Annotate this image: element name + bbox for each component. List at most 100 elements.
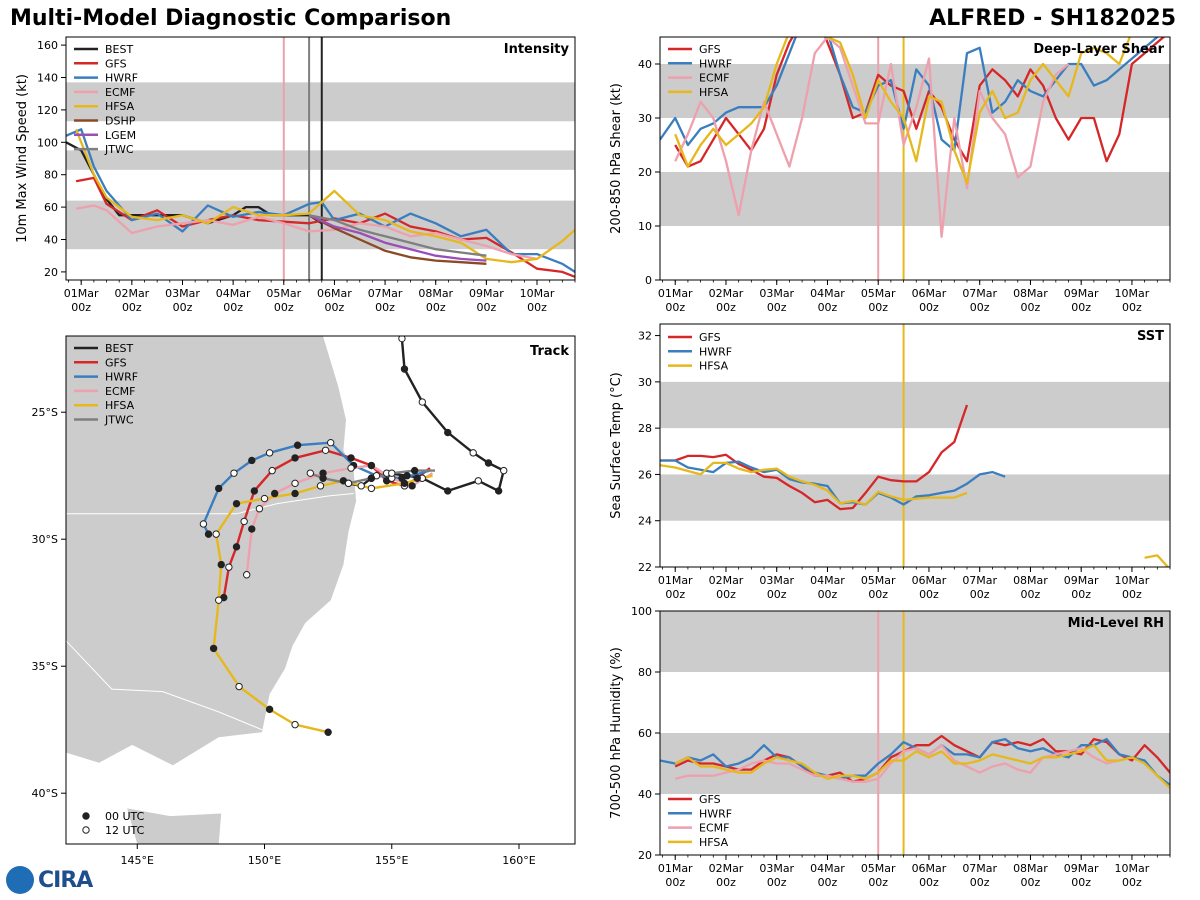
x-tick-label: 155°E xyxy=(375,854,408,867)
y-tick-label: 20 xyxy=(638,166,652,179)
track-point xyxy=(367,474,376,482)
track-point xyxy=(398,336,406,343)
legend-label: HFSA xyxy=(105,399,135,412)
y-tick-label: 40°S xyxy=(32,787,58,800)
legend-label: HFSA xyxy=(699,360,729,373)
x-tick-label-date: 09Mar xyxy=(1064,287,1099,300)
legend-label: GFS xyxy=(699,43,721,56)
track-point xyxy=(232,499,241,508)
legend-label: HWRF xyxy=(699,807,732,820)
legend-label: HWRF xyxy=(105,72,138,85)
shaded-band xyxy=(660,172,1170,226)
legend-label: JTWC xyxy=(104,414,134,427)
y-tick-label: 40 xyxy=(638,788,652,801)
x-tick-label-hour: 00z xyxy=(173,301,193,314)
series-line-hfsa xyxy=(674,37,1132,184)
noaa-logo-icon xyxy=(6,866,34,894)
track-point xyxy=(306,469,315,477)
y-tick-label: 32 xyxy=(638,330,652,343)
track-point xyxy=(291,454,299,462)
x-tick-label-date: 06Mar xyxy=(912,287,947,300)
x-tick-label-hour: 00z xyxy=(767,876,787,889)
x-tick-label-hour: 00z xyxy=(1122,588,1142,601)
track-point xyxy=(344,479,353,488)
y-axis-label: Sea Surface Temp (°C) xyxy=(609,372,624,519)
x-tick-label-date: 09Mar xyxy=(469,287,504,300)
track-point xyxy=(265,449,274,457)
x-tick-label-date: 06Mar xyxy=(912,574,947,587)
track-point xyxy=(293,441,302,449)
legend-label: JTWC xyxy=(104,143,134,156)
track-point xyxy=(240,517,248,526)
track-point xyxy=(347,464,355,472)
y-tick-label: 0 xyxy=(645,274,652,287)
x-tick-label-date: 01Mar xyxy=(658,574,693,587)
panel-shear: 01Mar00z02Mar00z03Mar00z04Mar00z05Mar00z… xyxy=(609,36,1171,314)
legend-label: ECMF xyxy=(105,86,135,99)
x-tick-label-hour: 00z xyxy=(1122,301,1142,314)
plot-area xyxy=(66,37,575,280)
track-point xyxy=(326,438,335,447)
track-point xyxy=(388,469,396,477)
x-tick-label-date: 02Mar xyxy=(114,287,149,300)
x-tick-label-date: 02Mar xyxy=(709,574,744,587)
x-tick-label-hour: 00z xyxy=(122,301,142,314)
x-tick-label-hour: 00z xyxy=(665,876,685,889)
series-line-hfsa xyxy=(660,461,968,506)
panel-track: 145°E 150°E 155°E 160°E 25°S 30°S 35°S 40°S Trac… xyxy=(32,335,576,867)
x-tick-label-hour: 00z xyxy=(868,876,888,889)
x-tick-label-date: 08Mar xyxy=(1013,862,1048,875)
x-tick-label-date: 05Mar xyxy=(861,862,896,875)
series-line-gfs xyxy=(674,37,1166,168)
x-tick-label-date: 07Mar xyxy=(962,287,997,300)
plot-frame xyxy=(659,36,1171,281)
legend-label: HFSA xyxy=(699,86,729,99)
y-axis-label: 10m Max Wind Speed (kt) xyxy=(15,74,30,243)
storm-id: ALFRED - SH182025 xyxy=(929,6,1176,31)
track-point xyxy=(232,543,241,551)
track-point xyxy=(291,479,299,488)
track-point xyxy=(270,489,279,498)
series-line-ecmf xyxy=(674,744,1133,783)
x-tick-label-date: 10Mar xyxy=(520,287,555,300)
panel-title: SST xyxy=(1137,329,1164,344)
panel-title: Track xyxy=(530,344,569,359)
y-axis-label: 700-500 hPa Humidity (%) xyxy=(609,647,624,819)
track-point xyxy=(199,520,208,528)
track-point xyxy=(494,487,503,495)
track-point xyxy=(255,505,264,513)
x-tick-label-hour: 00z xyxy=(375,301,395,314)
x-tick-label-hour: 00z xyxy=(970,301,990,314)
x-tick-label-hour: 00z xyxy=(1021,301,1041,314)
y-tick-label: 26 xyxy=(638,468,652,481)
plot-frame xyxy=(659,323,1171,568)
y-tick-label: 30 xyxy=(638,376,652,389)
x-tick-label-hour: 00z xyxy=(1021,588,1041,601)
x-tick-label-hour: 00z xyxy=(1122,876,1142,889)
track-point xyxy=(319,474,327,482)
x-tick-label-hour: 00z xyxy=(818,301,838,314)
x-tick-label-hour: 00z xyxy=(71,301,91,314)
legend-label: GFS xyxy=(699,793,721,806)
x-tick-label-hour: 00z xyxy=(919,876,939,889)
x-tick-label-hour: 00z xyxy=(919,588,939,601)
track-point xyxy=(357,482,365,490)
track-point xyxy=(484,459,493,467)
legend-label: ECMF xyxy=(105,385,135,398)
x-tick-label-hour: 00z xyxy=(868,588,888,601)
x-tick-label: 160°E xyxy=(502,854,535,867)
x-tick-label-date: 07Mar xyxy=(962,862,997,875)
track-point xyxy=(469,449,477,457)
track-point xyxy=(235,682,243,691)
track-point xyxy=(250,487,259,495)
y-tick-label: 20 xyxy=(44,266,58,279)
y-tick-label: 25°S xyxy=(32,406,58,419)
x-tick-label-date: 05Mar xyxy=(266,287,301,300)
page-title: Multi-Model Diagnostic Comparison xyxy=(10,6,452,31)
x-tick-label-date: 05Mar xyxy=(861,574,896,587)
y-axis-label: 200-850 hPa Shear (kt) xyxy=(609,83,624,234)
state-border xyxy=(66,640,263,731)
legend-label: LGEM xyxy=(105,129,136,142)
x-tick-label-date: 03Mar xyxy=(759,862,794,875)
legend-label: DSHP xyxy=(105,115,136,128)
